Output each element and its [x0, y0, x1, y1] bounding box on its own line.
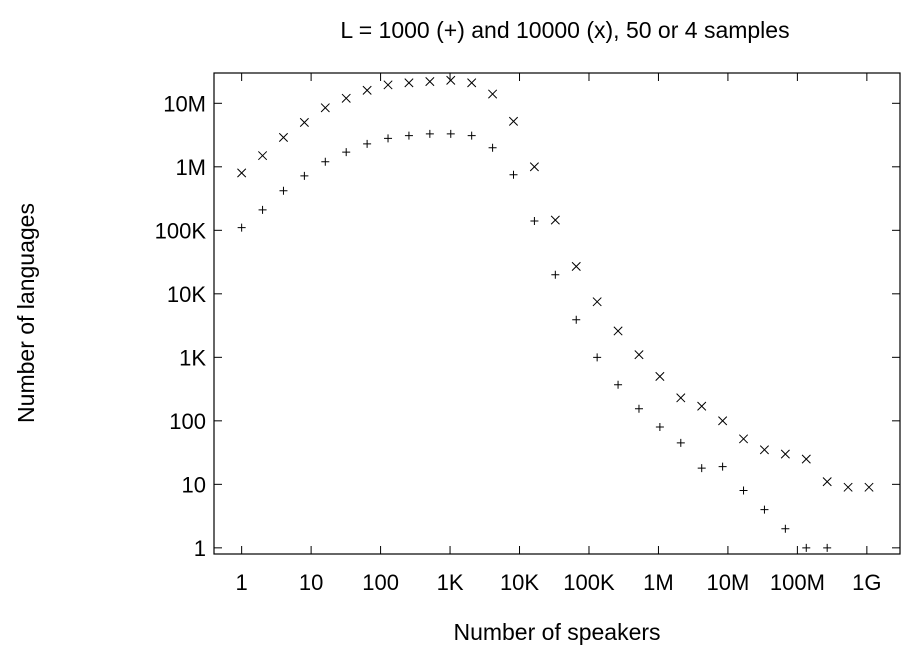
cross-point	[550, 215, 560, 225]
cross-point	[404, 78, 414, 88]
plus-point	[530, 217, 539, 226]
plus-point	[258, 205, 267, 214]
cross-point	[718, 416, 728, 426]
cross-point	[383, 80, 393, 90]
x-tick-label: 100K	[563, 570, 615, 595]
cross-point	[320, 103, 330, 113]
series-2	[237, 75, 874, 492]
x-tick-label: 100M	[770, 570, 825, 595]
cross-point	[529, 162, 539, 172]
plus-point	[342, 148, 351, 157]
y-tick-label: 10M	[163, 91, 206, 116]
y-axis-label: Number of languages	[13, 203, 39, 423]
plus-point	[488, 143, 497, 152]
cross-point	[843, 482, 853, 492]
plus-point	[509, 170, 518, 179]
y-tick-label: 1K	[179, 345, 206, 370]
cross-point	[634, 350, 644, 360]
x-tick-label: 10	[299, 570, 323, 595]
plus-point	[739, 486, 748, 495]
x-axis-label: Number of speakers	[453, 619, 660, 645]
cross-point	[655, 371, 665, 381]
plus-point	[551, 270, 560, 279]
y-tick-label: 1M	[175, 155, 206, 180]
cross-point	[362, 85, 372, 95]
y-tick-label: 10	[182, 472, 206, 497]
plot-area	[237, 75, 874, 552]
cross-point	[592, 297, 602, 307]
cross-point	[237, 168, 247, 178]
x-axis: 1 10 100 1K 10K 100K 1M 10M 100M 1G	[236, 73, 882, 595]
x-tick-label: 1K	[437, 570, 464, 595]
plus-point	[634, 404, 643, 413]
plus-point	[572, 315, 581, 324]
cross-point	[446, 75, 456, 85]
x-tick-label: 1M	[643, 570, 674, 595]
plus-point	[384, 134, 393, 143]
plus-point	[802, 543, 811, 552]
cross-point	[299, 117, 309, 127]
plot-frame	[213, 72, 901, 555]
cross-point	[278, 132, 289, 142]
x-tick-label: 10M	[707, 570, 750, 595]
cross-point	[759, 445, 769, 455]
cross-point	[488, 89, 498, 99]
y-tick-label: 10K	[167, 282, 206, 307]
plus-point	[404, 131, 413, 140]
plus-point	[676, 438, 685, 447]
plus-point	[446, 129, 455, 138]
cross-point	[508, 116, 519, 126]
cross-point	[697, 401, 707, 411]
plus-point	[237, 223, 246, 232]
chart-title: L = 1000 (+) and 10000 (x), 50 or 4 samp…	[340, 17, 789, 43]
plus-point	[593, 353, 602, 362]
plus-point	[363, 139, 372, 148]
plus-point	[300, 171, 309, 180]
x-tick-label: 1G	[852, 570, 881, 595]
plus-point	[321, 157, 330, 166]
plus-point	[425, 129, 434, 138]
plus-point	[781, 524, 790, 533]
plus-point	[697, 464, 706, 473]
cross-point	[676, 393, 686, 403]
plus-point	[614, 380, 623, 389]
cross-point	[738, 434, 749, 444]
y-tick-label: 1	[194, 536, 206, 561]
y-axis: 1 10 100 1K 10K 100K 1M 10M	[155, 91, 900, 561]
cross-point	[341, 93, 351, 103]
plus-point	[467, 131, 476, 140]
cross-point	[425, 77, 435, 87]
cross-point	[613, 326, 623, 336]
cross-point	[801, 454, 811, 464]
cross-point	[258, 151, 268, 161]
cross-point	[864, 482, 874, 492]
cross-point	[571, 261, 581, 271]
cross-point	[822, 477, 832, 487]
plus-point	[760, 505, 769, 514]
y-tick-label: 100	[169, 409, 206, 434]
cross-point	[467, 78, 477, 88]
x-tick-label: 10K	[500, 570, 539, 595]
plus-point	[279, 186, 288, 195]
plus-point	[655, 422, 664, 431]
cross-point	[780, 449, 790, 459]
plus-point	[718, 462, 727, 471]
y-tick-label: 100K	[155, 218, 207, 243]
series-1	[237, 129, 832, 552]
x-tick-label: 100	[362, 570, 399, 595]
plus-point	[823, 543, 832, 552]
x-tick-label: 1	[236, 570, 248, 595]
